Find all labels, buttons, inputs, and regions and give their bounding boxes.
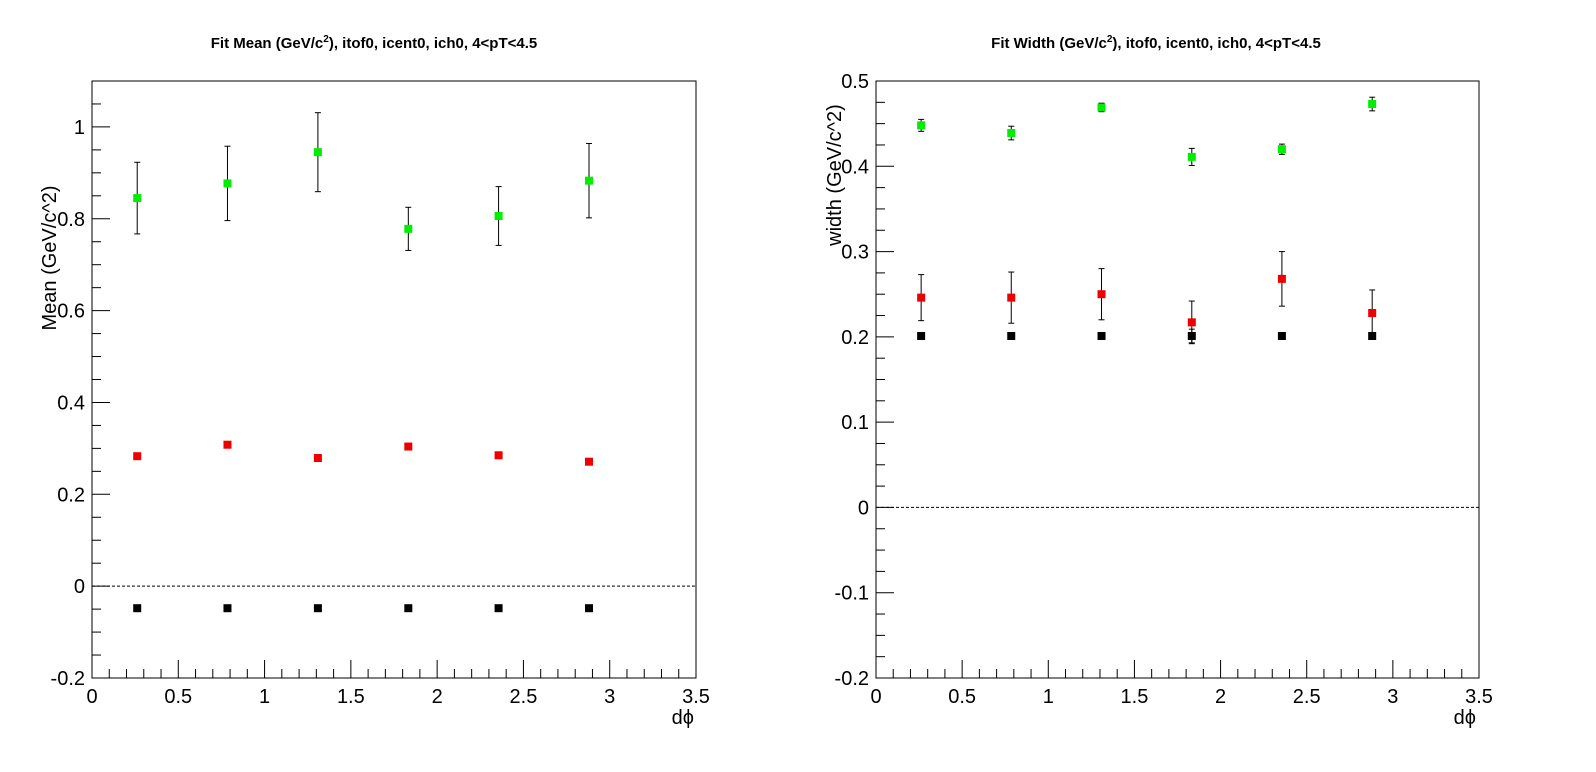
mean-data-point: [585, 604, 594, 613]
width-data-point: [1097, 332, 1106, 341]
mean-data-point: [585, 176, 594, 185]
mean-data-marks: [133, 112, 594, 613]
width-x-axis-label: dϕ: [1454, 707, 1476, 729]
width-data-point: [1007, 129, 1016, 138]
width-data-point: [1187, 152, 1196, 161]
mean-y-axis-label: Mean (GeV/c^2): [39, 186, 61, 331]
mean-x-tick-label: 2: [432, 686, 443, 708]
mean-y-tick-label: 0: [74, 576, 85, 598]
width-x-tick-label: 2: [1215, 686, 1226, 708]
width-data-point: [1007, 293, 1016, 302]
mean-data-point: [133, 194, 142, 203]
mean-y-tick-label: 0.8: [57, 209, 85, 231]
width-x-tick-label: 2.5: [1293, 686, 1321, 708]
width-data-point: [917, 121, 926, 130]
width-x-tick-label: 1: [1043, 686, 1054, 708]
mean-data-point: [313, 454, 322, 463]
mean-data-point: [494, 451, 503, 460]
mean-x-tick-label: 3.5: [682, 686, 710, 708]
mean-x-tick-label: 0.5: [164, 686, 192, 708]
width-data-point: [1187, 332, 1196, 341]
width-panel: Fit Width (GeV/c2), itof0, icent0, ich0,…: [824, 34, 1493, 729]
mean-data-point: [223, 440, 232, 449]
width-axes: 0 0.5 1 1.5 2 2.5 3 3.5 -0.2 -0.1 0 0.1 0.2 0.3 0.4 0.5: [835, 71, 1493, 708]
mean-y-tick-label: 1: [74, 117, 85, 139]
width-data-point: [1187, 318, 1196, 327]
mean-y-tick-label: 0.6: [57, 301, 85, 323]
width-x-tick-label: 3.5: [1465, 686, 1493, 708]
width-data-point: [917, 332, 926, 341]
mean-panel: Fit Mean (GeV/c2), itof0, icent0, ich0, …: [39, 34, 710, 729]
width-y-tick-label: 0.2: [841, 327, 869, 349]
width-x-tick-label: 3: [1387, 686, 1398, 708]
mean-data-point: [585, 457, 594, 466]
width-plot-frame: [875, 80, 1480, 679]
mean-data-point: [404, 442, 413, 451]
mean-x-tick-label: 3: [604, 686, 615, 708]
width-y-tick-label: 0.1: [841, 412, 869, 434]
mean-data-point: [133, 452, 142, 461]
width-y-tick-label: -0.2: [835, 668, 869, 690]
width-data-point: [1277, 145, 1286, 154]
width-data-point: [1097, 290, 1106, 299]
mean-data-point: [223, 179, 232, 188]
mean-data-point: [133, 604, 142, 613]
width-chart-title: Fit Width (GeV/c2), itof0, icent0, ich0,…: [991, 34, 1321, 52]
mean-x-tick-label: 1.5: [337, 686, 365, 708]
width-x-tick-label: 1.5: [1121, 686, 1149, 708]
mean-data-point: [404, 224, 413, 233]
mean-y-tick-label: 0.4: [57, 392, 85, 414]
width-data-point: [1277, 332, 1286, 341]
mean-x-tick-label: 1: [259, 686, 270, 708]
width-data-point: [1368, 332, 1377, 341]
width-data-point: [1007, 332, 1016, 341]
width-data-point: [917, 293, 926, 302]
mean-x-tick-label: 0: [86, 686, 97, 708]
mean-data-point: [313, 604, 322, 613]
mean-chart-title: Fit Mean (GeV/c2), itof0, icent0, ich0, …: [211, 34, 538, 52]
width-x-tick-label: 0: [870, 686, 881, 708]
mean-y-tick-label: -0.2: [51, 668, 85, 690]
mean-axes: 0 0.5 1 1.5 2 2.5 3 3.5-0.200.20.40.60.81: [51, 80, 710, 708]
width-data-marks: [917, 96, 1377, 345]
mean-x-tick-label: 2.5: [510, 686, 538, 708]
width-x-tick-label: 0.5: [948, 686, 976, 708]
width-y-tick-label: 0.4: [841, 156, 869, 178]
mean-data-point: [404, 604, 413, 613]
width-y-tick-label: 0.3: [841, 242, 869, 264]
width-y-axis-label: width (GeV/c^2): [824, 104, 846, 247]
mean-x-axis-label: dϕ: [672, 707, 694, 729]
width-y-tick-label: 0: [858, 497, 869, 519]
width-data-point: [1368, 308, 1377, 317]
mean-plot-frame: [91, 80, 697, 679]
mean-data-point: [223, 604, 232, 613]
mean-data-point: [313, 148, 322, 157]
width-y-tick-label: -0.1: [835, 583, 869, 605]
width-y-tick-label: 0.5: [841, 71, 869, 93]
mean-y-tick-label: 0.2: [57, 484, 85, 506]
width-data-point: [1368, 100, 1377, 109]
mean-data-point: [494, 212, 503, 221]
mean-data-point: [494, 604, 503, 613]
width-data-point: [1277, 274, 1286, 283]
width-data-point: [1097, 103, 1106, 112]
